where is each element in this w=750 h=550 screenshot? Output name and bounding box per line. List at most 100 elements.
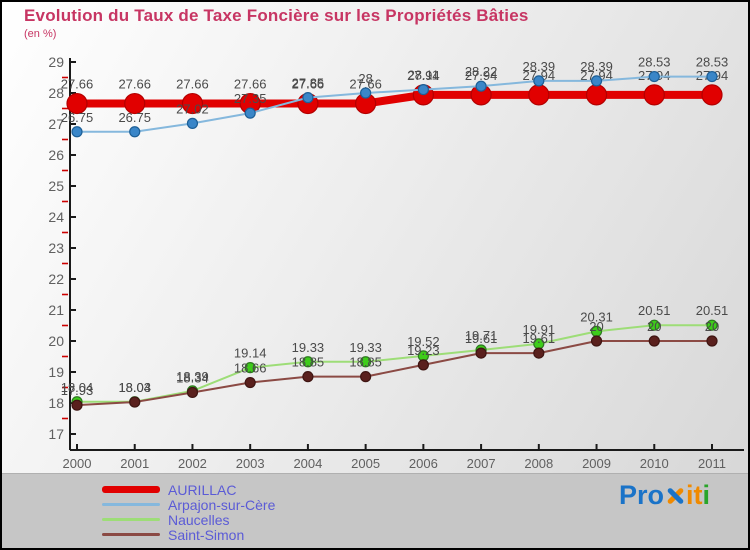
data-point: [706, 70, 718, 83]
data-point-label: 18.34: [176, 370, 209, 385]
data-point: [124, 92, 146, 115]
series-naucelles: 18.04 18.04 18.39 19.14 19.33 19.33 19.52 19.71…: [61, 303, 728, 408]
data-point-label: 27.66: [234, 77, 267, 92]
data-point: [244, 107, 256, 119]
x-tick-label: 2004: [293, 456, 322, 471]
data-point-label: 19.52: [407, 334, 440, 349]
y-tick-label: 21: [48, 302, 64, 318]
data-point-label: 17.93: [61, 383, 94, 398]
x-tick-label: 2005: [351, 456, 380, 471]
y-tick-label: 19: [48, 364, 64, 380]
legend-row-arpajon: Arpajon-sur-Cère: [102, 497, 275, 512]
y-tick-label: 24: [48, 209, 64, 225]
y-tick-label: 28: [48, 85, 64, 101]
data-point: [648, 70, 660, 83]
data-point-label: 26.75: [61, 110, 94, 125]
x-tick-label: 2002: [178, 456, 207, 471]
data-point-label: 18.85: [292, 355, 325, 370]
x-tick-label: 2006: [409, 456, 438, 471]
data-point: [71, 126, 83, 138]
data-point: [643, 84, 665, 106]
data-point: [244, 362, 256, 374]
chart-subtitle: (en %): [24, 28, 57, 40]
data-point: [648, 319, 660, 331]
legend: AURILLAC Arpajon-sur-Cère Naucelles Sain…: [102, 482, 275, 542]
data-point: [706, 335, 718, 347]
chart-header: Evolution du Taux de Taxe Foncière sur l…: [24, 6, 529, 40]
data-point-label: 27.02: [176, 101, 209, 116]
data-point-label: 19.71: [465, 328, 498, 343]
data-point-label: 27.94: [465, 68, 498, 83]
legend-label-saintsimon: Saint-Simon: [168, 526, 245, 543]
proxiti-x-icon: [665, 485, 685, 507]
legend-row-saintsimon: Saint-Simon: [102, 527, 275, 542]
data-point-label: 28: [358, 71, 372, 86]
data-point: [186, 117, 199, 129]
y-tick-label: 26: [48, 147, 64, 163]
data-point-label: 20.31: [580, 309, 613, 324]
y-tick-label: 22: [48, 271, 64, 287]
legend-label-aurillac: AURILLAC: [168, 481, 237, 498]
data-point: [528, 84, 550, 106]
data-point: [533, 75, 545, 87]
legend-swatch-aurillac: [102, 486, 160, 493]
data-point-label: 19.23: [407, 343, 440, 358]
data-point-label: 26.75: [118, 110, 151, 125]
data-point-label: 27.66: [61, 77, 94, 92]
data-point-label: 19.33: [349, 340, 382, 355]
data-point-label: 27.85: [292, 76, 325, 91]
data-point-label: 27.35: [234, 91, 267, 106]
data-point: [417, 359, 429, 371]
data-point-label: 18.66: [234, 361, 267, 376]
legend-label-naucelles: Naucelles: [168, 511, 230, 528]
data-point: [129, 126, 141, 138]
data-point: [648, 335, 660, 347]
data-point: [181, 92, 204, 115]
data-point: [533, 347, 545, 359]
data-point: [66, 92, 88, 115]
data-point-label: 28.11: [408, 68, 440, 83]
y-tick-label: 25: [48, 178, 64, 194]
y-tick-label: 29: [48, 54, 64, 70]
y-tick-label: 18: [48, 395, 64, 411]
data-point: [186, 386, 199, 399]
data-point-label: 27.94: [407, 68, 440, 83]
legend-swatch-saintsimon: [102, 533, 160, 536]
data-point-label: 18.39: [176, 369, 209, 384]
data-point: [585, 84, 608, 106]
y-tick-label: 20: [48, 333, 64, 349]
data-point-label: 18.04: [61, 380, 94, 395]
data-point-label: 27.66: [176, 77, 209, 92]
data-point: [475, 80, 487, 92]
data-point-label: 20.51: [638, 303, 671, 318]
data-point-label: 27.66: [292, 77, 325, 92]
data-point: [360, 356, 372, 368]
data-point: [360, 371, 372, 383]
data-point: [71, 399, 83, 411]
x-tick-label: 2008: [524, 456, 553, 471]
logo-text-i: i: [702, 480, 710, 510]
data-point-label: 20: [589, 319, 603, 334]
series-line: [76, 75, 713, 133]
y-tick-label: 23: [48, 240, 64, 256]
data-point: [360, 87, 372, 99]
data-point: [706, 319, 718, 331]
data-point: [302, 92, 314, 104]
data-point-label: 18.04: [118, 380, 151, 395]
data-point-label: 18.03: [118, 380, 151, 395]
data-point: [129, 396, 141, 408]
proxiti-logo: Pro it i: [619, 480, 710, 511]
logo-text-it: it: [685, 480, 703, 510]
y-tick-label: 27: [48, 116, 64, 132]
data-point: [590, 335, 603, 347]
bottom-band: AURILLAC Arpajon-sur-Cère Naucelles Sain…: [2, 473, 748, 548]
data-point: [701, 84, 723, 106]
chart-title: Evolution du Taux de Taxe Foncière sur l…: [24, 6, 529, 25]
data-point-label: 19.61: [523, 331, 556, 346]
x-tick-label: 2010: [640, 456, 669, 471]
data-point: [244, 376, 256, 389]
x-tick-label: 2009: [582, 456, 611, 471]
data-point: [475, 347, 487, 359]
x-tick-label: 2007: [467, 456, 496, 471]
